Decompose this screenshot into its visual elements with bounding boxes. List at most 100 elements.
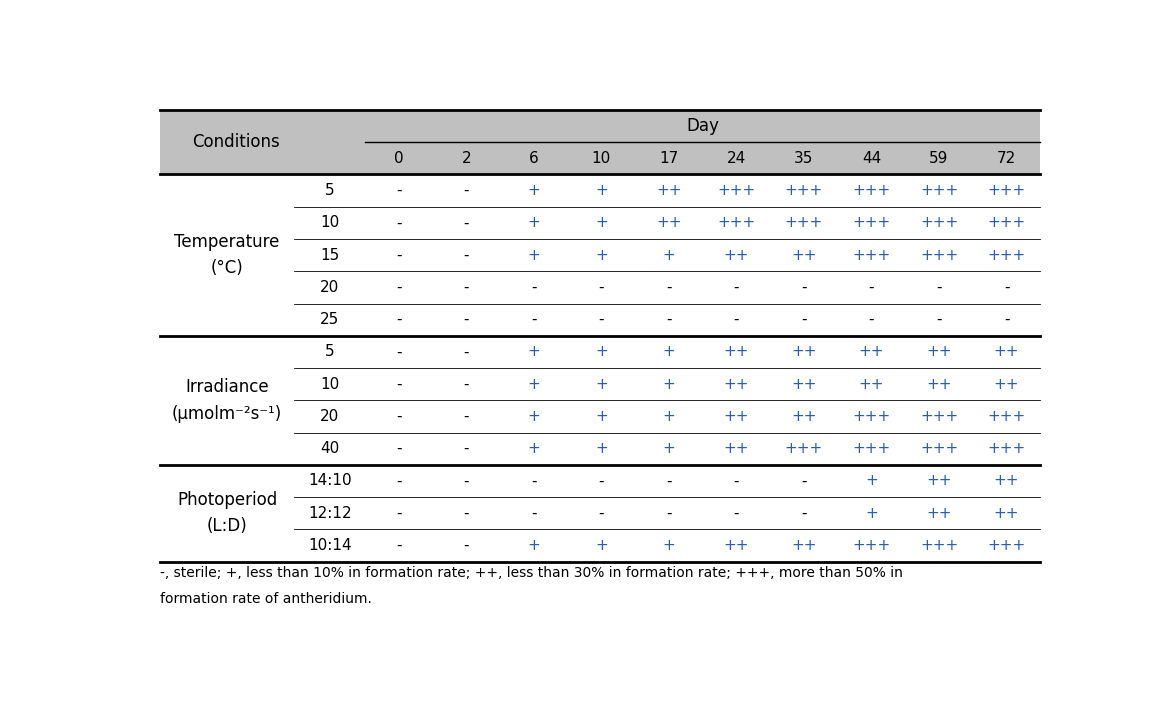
Text: 44: 44 [862,151,881,166]
Text: +++: +++ [852,247,891,262]
Text: -: - [666,280,672,295]
Text: ++: ++ [792,344,816,360]
Text: +: + [527,247,540,262]
Text: +++: +++ [987,183,1026,198]
Text: +++: +++ [987,409,1026,424]
Text: -: - [532,312,536,327]
Text: 5: 5 [324,344,335,360]
Text: +: + [527,442,540,456]
Text: 2: 2 [461,151,471,166]
Text: 20: 20 [320,280,340,295]
Text: +++: +++ [852,538,891,553]
Text: 10:14: 10:14 [308,538,351,553]
Text: 25: 25 [320,312,340,327]
Bar [160,110,1040,174]
Text: +: + [527,344,540,360]
Text: +: + [527,377,540,392]
Text: ++: ++ [792,247,816,262]
Text: -: - [1004,280,1009,295]
Text: +++: +++ [920,183,958,198]
Text: -: - [666,312,672,327]
Text: +++: +++ [852,183,891,198]
Text: 0: 0 [393,151,404,166]
Text: -: - [396,474,402,488]
Text: +++: +++ [718,215,755,230]
Text: -: - [532,506,536,520]
Text: 59: 59 [930,151,949,166]
Text: -: - [396,247,402,262]
Text: -: - [801,506,807,520]
Text: 24: 24 [727,151,746,166]
Text: ++: ++ [926,377,952,392]
Text: +: + [595,247,608,262]
Text: +: + [595,183,608,198]
Text: 72: 72 [997,151,1016,166]
Text: +++: +++ [852,215,891,230]
Text: +++: +++ [987,538,1026,553]
Text: -: - [869,280,875,295]
Text: +: + [663,247,676,262]
Text: -: - [532,474,536,488]
Text: ++: ++ [858,377,884,392]
Text: -: - [869,312,875,327]
Text: -: - [396,344,402,360]
Text: -: - [396,442,402,456]
Text: -: - [396,506,402,520]
Text: -: - [464,538,470,553]
Text: -: - [464,215,470,230]
Text: ++: ++ [926,474,952,488]
Text: -: - [396,409,402,424]
Text: -: - [801,312,807,327]
Text: ++: ++ [858,344,884,360]
Text: 20: 20 [320,409,340,424]
Text: +: + [663,409,676,424]
Text: +: + [595,344,608,360]
Text: -: - [937,280,941,295]
Text: +: + [663,344,676,360]
Text: ++: ++ [724,442,749,456]
Text: 10: 10 [591,151,611,166]
Text: +: + [527,538,540,553]
Text: 10: 10 [320,377,340,392]
Text: 17: 17 [659,151,678,166]
Text: +++: +++ [987,215,1026,230]
Text: -: - [464,506,470,520]
Text: -: - [666,506,672,520]
Text: +++: +++ [785,183,823,198]
Text: +++: +++ [718,183,755,198]
Text: -: - [598,312,604,327]
Text: -: - [1004,312,1009,327]
Text: Day: Day [686,117,719,135]
Text: +: + [527,215,540,230]
Text: +: + [527,409,540,424]
Text: +++: +++ [785,442,823,456]
Text: -: - [464,183,470,198]
Text: -: - [464,344,470,360]
Text: 15: 15 [320,247,340,262]
Text: -: - [396,183,402,198]
Text: +++: +++ [920,215,958,230]
Text: ++: ++ [656,215,682,230]
Text: -: - [734,280,739,295]
Text: ++: ++ [926,344,952,360]
Text: -: - [734,474,739,488]
Text: -: - [396,312,402,327]
Text: -: - [464,442,470,456]
Text: ++: ++ [994,506,1019,520]
Text: ++: ++ [656,183,682,198]
Text: -, sterile; +, less than 10% in formation rate; ++, less than 30% in formation r: -, sterile; +, less than 10% in formatio… [160,566,903,580]
Text: 5: 5 [324,183,335,198]
Text: Photoperiod
(L:D): Photoperiod (L:D) [177,491,278,535]
Text: +: + [595,377,608,392]
Text: -: - [464,280,470,295]
Text: +++: +++ [785,215,823,230]
Text: ++: ++ [926,506,952,520]
Text: ++: ++ [792,409,816,424]
Text: +++: +++ [852,442,891,456]
Text: +++: +++ [987,442,1026,456]
Text: -: - [937,312,941,327]
Text: -: - [734,312,739,327]
Text: ++: ++ [792,377,816,392]
Text: Conditions: Conditions [192,133,280,151]
Text: ++: ++ [994,344,1019,360]
